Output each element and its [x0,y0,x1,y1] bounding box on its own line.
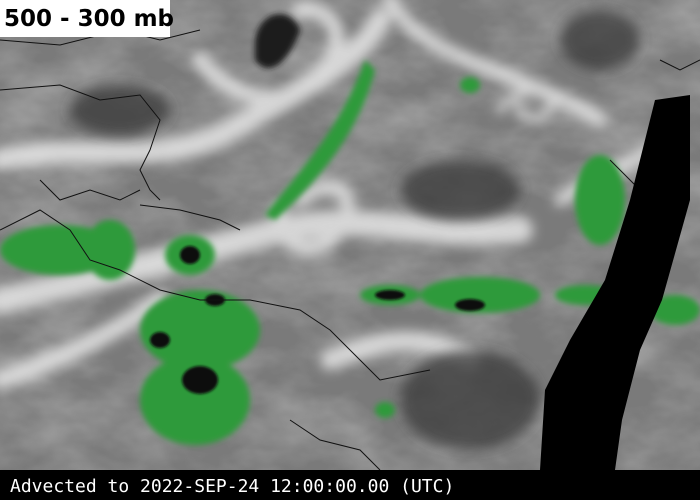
no-data-region [540,95,690,470]
title-box [0,0,170,37]
moisture-streaks [0,0,656,389]
caption: Advected to 2022-SEP-24 12:00:00.00 (UTC… [10,476,454,497]
dry-regions [70,10,640,450]
title: 500 - 300 mb [4,6,174,32]
caption-bar [0,470,700,500]
coldest-tops [150,246,485,394]
